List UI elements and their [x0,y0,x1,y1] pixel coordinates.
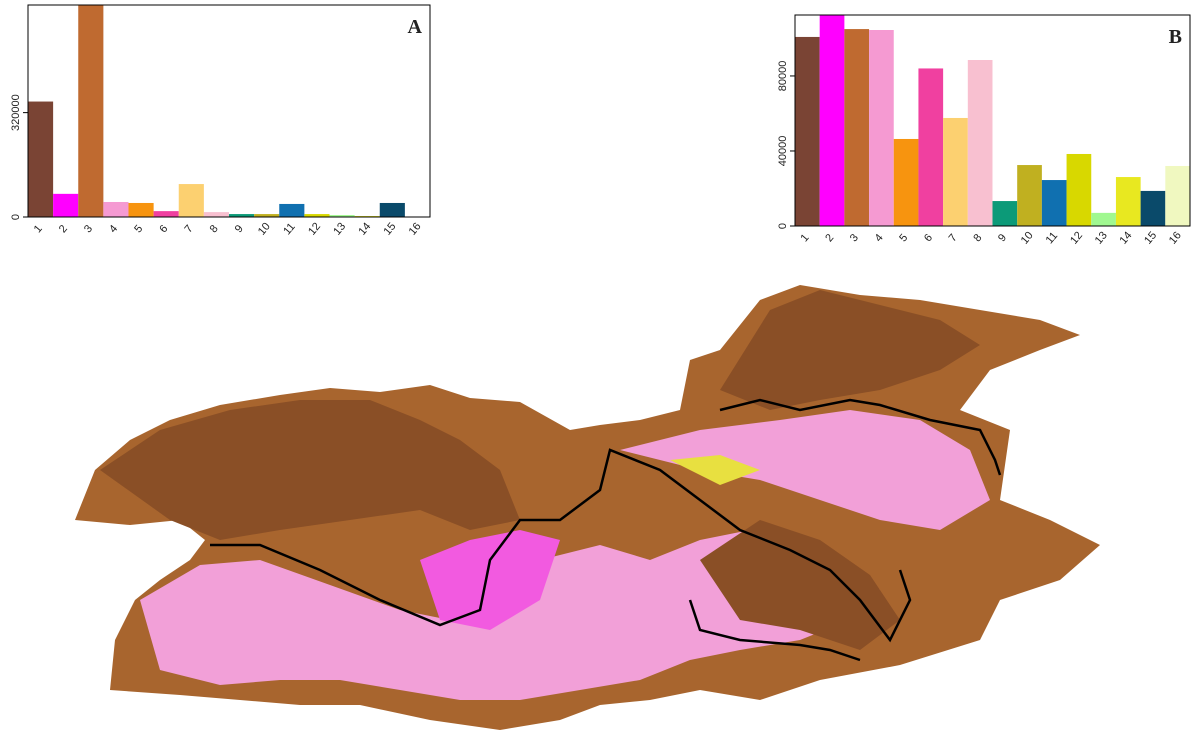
x-tick-label: 5 [897,232,910,244]
x-tick-label: 10 [1019,230,1036,247]
figure: 123456789101112131415160320000A123456789… [0,0,1196,738]
bar [918,68,943,226]
bar [380,203,405,217]
x-tick-label: 4 [107,223,120,235]
bar [844,29,869,226]
bar [869,30,894,226]
bar [53,194,78,217]
bar [1042,180,1067,226]
bar [968,60,993,226]
x-tick-label: 6 [922,232,935,244]
x-tick-label: 9 [233,223,246,235]
y-tick-label: 0 [10,214,22,220]
bar [103,202,128,217]
x-tick-label: 11 [1044,230,1061,246]
x-tick-label: 16 [1167,230,1184,247]
bar [28,102,53,217]
y-tick-label: 80000 [777,61,789,92]
y-tick-label: 320000 [10,94,22,131]
x-tick-label: 2 [823,232,836,244]
bar [179,184,204,217]
x-tick-label: 14 [1117,230,1134,247]
x-tick-label: 8 [208,223,221,235]
x-tick-label: 4 [873,232,886,244]
x-tick-label: 1 [32,223,45,235]
x-tick-label: 14 [356,221,373,238]
bar [820,15,845,226]
bar [993,201,1018,226]
bar [894,139,919,226]
bar [1067,154,1092,226]
panel-label: B [1169,26,1182,48]
x-tick-label: 15 [381,221,398,238]
panel-label: A [408,16,423,38]
x-tick-label: 9 [996,232,1009,244]
terrain-map [75,285,1100,730]
x-tick-label: 2 [57,223,70,235]
x-tick-label: 3 [848,232,861,244]
bar [129,203,154,217]
bar [1165,166,1190,226]
bar [1091,213,1116,226]
x-tick-label: 7 [182,223,195,235]
x-tick-label: 12 [306,221,323,238]
bar [1017,165,1042,226]
bar [795,37,820,226]
x-tick-label: 13 [1093,230,1110,247]
bar [943,118,968,226]
x-tick-label: 16 [407,221,424,238]
bar [279,204,304,217]
y-tick-label: 0 [777,223,789,229]
x-tick-label: 10 [256,221,273,238]
x-tick-label: 15 [1142,230,1159,247]
x-tick-label: 12 [1068,230,1085,247]
x-tick-label: 7 [947,232,960,244]
x-tick-label: 11 [281,221,298,237]
bar [1141,191,1166,226]
bar [78,5,103,217]
bar [154,211,179,217]
x-tick-label: 8 [971,232,984,244]
bar [204,212,229,217]
y-tick-label: 40000 [777,136,789,167]
x-tick-label: 3 [82,223,95,235]
x-tick-label: 6 [157,223,170,235]
x-tick-label: 1 [798,232,811,244]
x-tick-label: 13 [331,221,348,238]
bar [1116,177,1141,226]
x-tick-label: 5 [132,223,145,235]
